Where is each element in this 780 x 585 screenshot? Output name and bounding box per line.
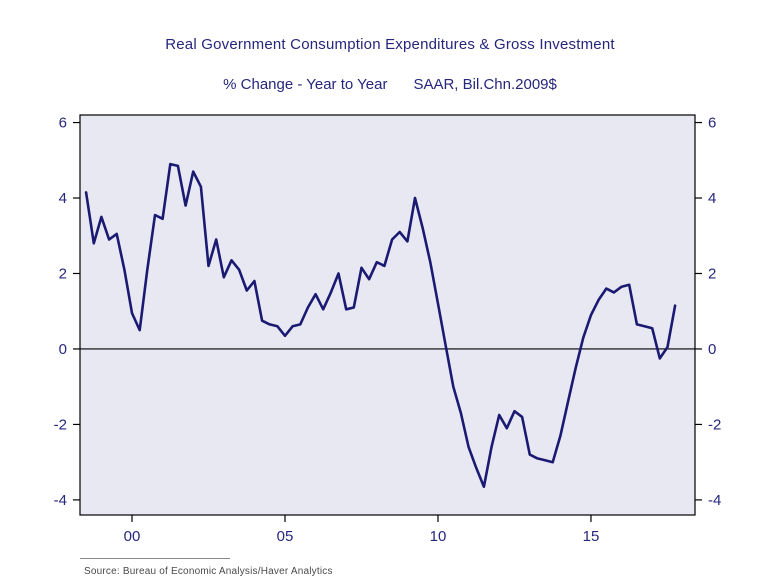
y-tick-label-left: -2 (54, 416, 67, 433)
x-tick-label: 10 (430, 528, 447, 545)
chart-title: Real Government Consumption Expenditures… (165, 36, 615, 53)
y-tick-label-left: 6 (59, 115, 67, 132)
y-tick-label-left: 2 (59, 265, 67, 282)
y-tick-label-right: 2 (708, 265, 716, 282)
y-tick-label-right: -4 (708, 492, 721, 509)
y-tick-label-left: 0 (59, 341, 67, 358)
y-tick-label-right: 0 (708, 341, 716, 358)
source-note: Source: Bureau of Economic Analysis/Have… (84, 566, 333, 577)
y-tick-label-right: 6 (708, 115, 716, 132)
y-tick-label-right: -2 (708, 416, 721, 433)
plot-border (79, 114, 696, 516)
x-tick-label: 00 (124, 528, 141, 545)
series-line (84, 162, 677, 489)
plot-area (80, 115, 695, 515)
y-tick-label-right: 4 (708, 190, 716, 207)
x-tick-label: 05 (277, 528, 294, 545)
y-tick-label-left: -4 (54, 492, 67, 509)
y-tick-label-left: 4 (59, 190, 67, 207)
source-divider (80, 558, 230, 559)
chart-subtitle-transform: % Change - Year to Year (223, 76, 388, 93)
x-tick-label: 15 (583, 528, 600, 545)
chart-subtitle-units: SAAR, Bil.Chn.2009$ (413, 76, 557, 93)
chart-subtitle: % Change - Year to Year SAAR, Bil.Chn.20… (0, 76, 780, 93)
